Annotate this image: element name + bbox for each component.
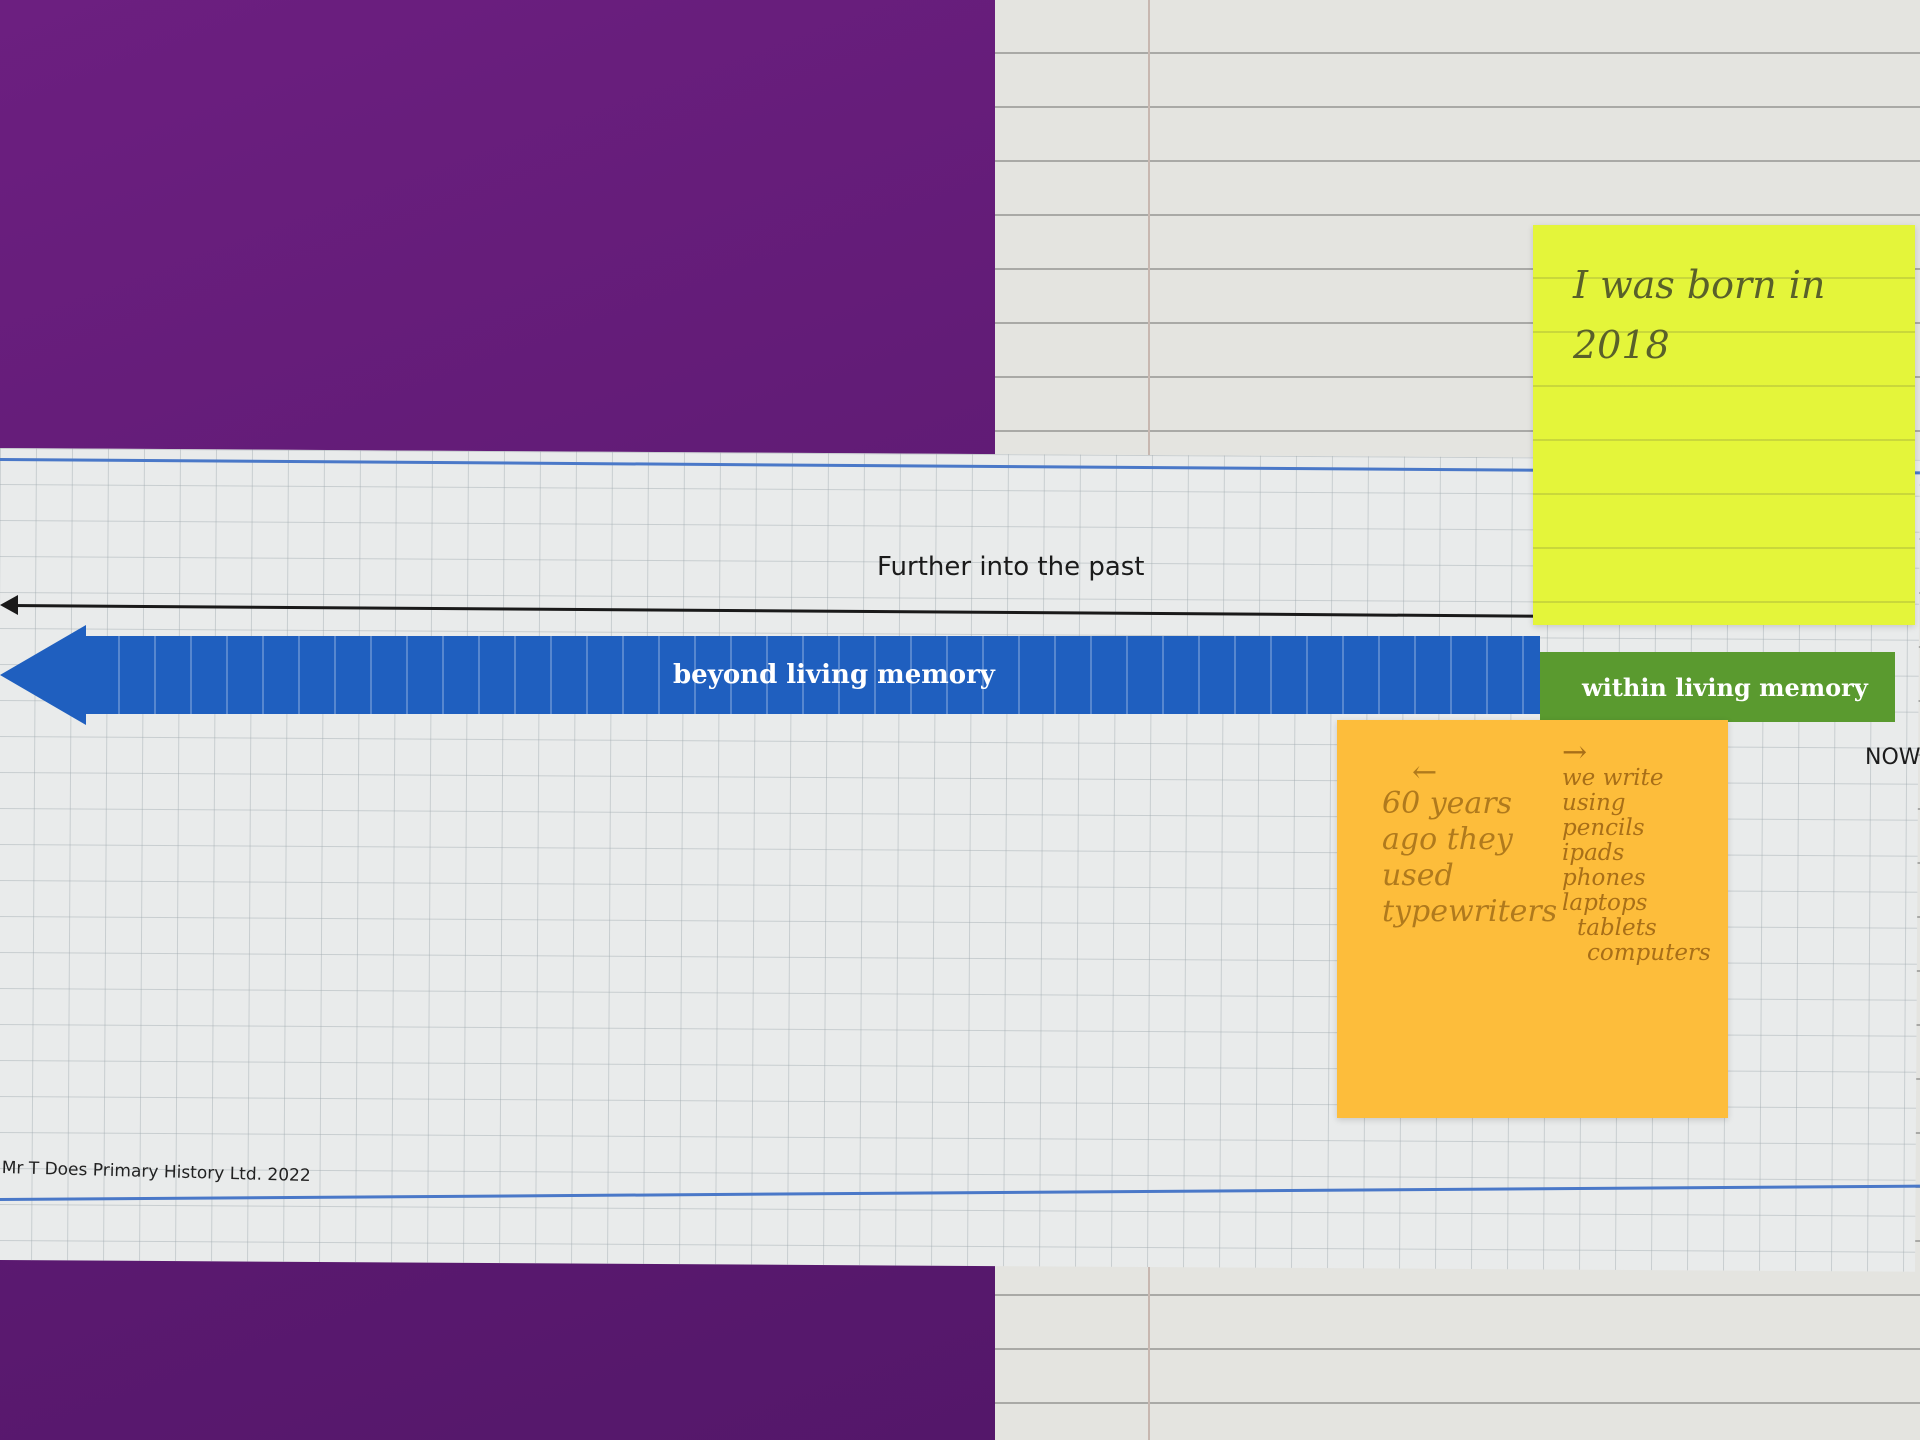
note-line: ipads bbox=[1562, 840, 1625, 866]
within-living-memory-label: within living memory bbox=[1582, 673, 1868, 702]
orange-sticky-note: ← 60 years ago they used typewriters → w… bbox=[1337, 720, 1728, 1118]
note-line: phones bbox=[1562, 865, 1646, 891]
past-arrow-head-icon bbox=[0, 595, 18, 615]
note-line: I was born in bbox=[1573, 263, 1826, 307]
note-line: laptops bbox=[1562, 890, 1648, 916]
within-living-memory-bar bbox=[1540, 652, 1895, 722]
orange-note-right-column: → we write using pencils ipads phones la… bbox=[1562, 735, 1711, 966]
note-line: using bbox=[1562, 790, 1626, 816]
now-label: NOW bbox=[1865, 745, 1920, 770]
left-arrow-icon: ← bbox=[1412, 755, 1438, 790]
note-line: we write bbox=[1562, 765, 1664, 791]
note-line: tablets bbox=[1577, 915, 1657, 941]
note-line: ago they bbox=[1382, 822, 1513, 857]
note-line: typewriters bbox=[1382, 894, 1558, 929]
orange-note-left-column: ← 60 years ago they used typewriters bbox=[1382, 755, 1558, 930]
right-arrow-icon: → bbox=[1562, 735, 1588, 770]
yellow-sticky-note: I was born in 2018 bbox=[1533, 225, 1915, 625]
note-line: computers bbox=[1587, 940, 1711, 966]
note-line: 2018 bbox=[1573, 323, 1670, 367]
note-line: pencils bbox=[1562, 815, 1645, 841]
past-label: Further into the past bbox=[877, 552, 1145, 582]
beyond-living-memory-bar bbox=[84, 636, 1540, 714]
note-line: used bbox=[1382, 858, 1454, 893]
beyond-living-memory-label: beyond living memory bbox=[673, 660, 995, 690]
blue-arrow-head-icon bbox=[0, 625, 86, 725]
yellow-note-text: I was born in 2018 bbox=[1573, 255, 1903, 375]
note-line: 60 years bbox=[1382, 786, 1513, 821]
